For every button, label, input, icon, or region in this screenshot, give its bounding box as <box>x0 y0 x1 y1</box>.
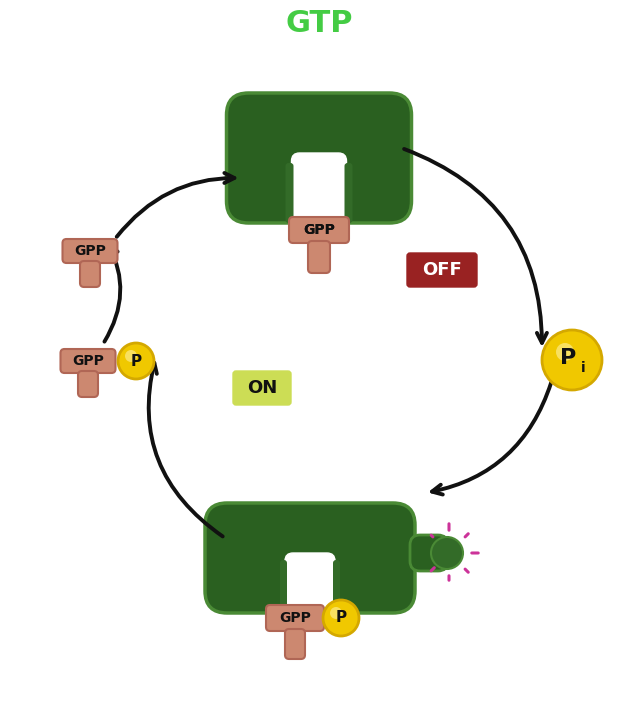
FancyBboxPatch shape <box>61 349 115 373</box>
FancyBboxPatch shape <box>289 217 349 243</box>
Circle shape <box>542 330 602 390</box>
Text: ON: ON <box>247 379 277 397</box>
FancyBboxPatch shape <box>205 503 415 613</box>
Text: P: P <box>130 353 142 368</box>
Text: GPP: GPP <box>72 354 104 368</box>
Text: P: P <box>560 348 576 368</box>
Text: OFF: OFF <box>422 261 462 279</box>
FancyBboxPatch shape <box>410 535 448 571</box>
Circle shape <box>323 600 359 636</box>
FancyBboxPatch shape <box>285 553 335 618</box>
FancyBboxPatch shape <box>333 560 340 613</box>
Circle shape <box>431 537 463 569</box>
FancyBboxPatch shape <box>308 241 330 273</box>
Text: i: i <box>581 361 585 375</box>
Text: P: P <box>336 610 346 625</box>
Text: GTP: GTP <box>285 9 353 37</box>
FancyBboxPatch shape <box>226 93 412 223</box>
Circle shape <box>118 343 154 379</box>
FancyBboxPatch shape <box>345 163 353 223</box>
FancyBboxPatch shape <box>266 605 324 631</box>
Text: GPP: GPP <box>279 611 311 625</box>
Text: GPP: GPP <box>303 223 335 237</box>
Circle shape <box>125 350 137 362</box>
Circle shape <box>330 607 342 619</box>
FancyBboxPatch shape <box>233 371 291 405</box>
FancyBboxPatch shape <box>285 163 293 223</box>
FancyBboxPatch shape <box>80 261 100 287</box>
FancyBboxPatch shape <box>280 560 287 613</box>
Circle shape <box>556 343 574 361</box>
Text: GPP: GPP <box>74 244 106 258</box>
FancyBboxPatch shape <box>407 253 477 287</box>
FancyBboxPatch shape <box>292 153 346 228</box>
FancyBboxPatch shape <box>63 239 117 263</box>
FancyBboxPatch shape <box>285 629 305 659</box>
FancyBboxPatch shape <box>78 371 98 397</box>
Text: GPP: GPP <box>303 223 335 237</box>
